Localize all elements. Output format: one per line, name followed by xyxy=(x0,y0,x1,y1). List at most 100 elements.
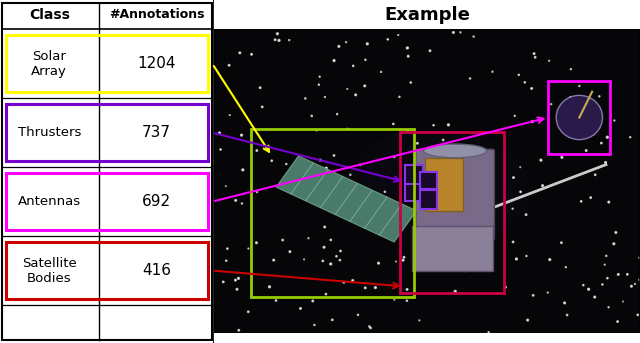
Point xyxy=(530,55,540,60)
Point xyxy=(625,134,636,140)
Point xyxy=(402,298,412,304)
Point xyxy=(393,32,403,38)
Point xyxy=(364,324,374,329)
Point xyxy=(232,286,242,292)
Point xyxy=(634,255,640,260)
Point xyxy=(399,255,409,260)
Point xyxy=(469,166,479,172)
Point xyxy=(402,287,412,292)
Point xyxy=(360,57,371,62)
Point xyxy=(285,249,295,255)
Point xyxy=(329,153,339,158)
Point xyxy=(522,253,532,259)
Point xyxy=(410,238,420,244)
Text: 1204: 1204 xyxy=(137,56,176,71)
Ellipse shape xyxy=(342,128,529,249)
Point xyxy=(376,69,387,75)
Point xyxy=(225,113,235,118)
Point xyxy=(536,157,546,163)
Point xyxy=(398,258,408,263)
Point xyxy=(438,137,448,143)
Point xyxy=(444,122,454,128)
Point xyxy=(252,240,262,246)
Point xyxy=(520,80,530,85)
Point xyxy=(326,261,336,267)
Point xyxy=(627,283,637,289)
Ellipse shape xyxy=(556,95,602,140)
FancyBboxPatch shape xyxy=(416,149,495,240)
Point xyxy=(309,322,319,328)
Point xyxy=(557,155,567,160)
Point xyxy=(460,268,470,273)
Point xyxy=(235,50,245,56)
Point xyxy=(317,258,328,264)
Point xyxy=(515,189,525,194)
Point xyxy=(321,165,332,171)
Bar xyxy=(404,165,422,184)
Point xyxy=(274,182,284,188)
Point xyxy=(565,95,575,100)
Point xyxy=(529,51,540,56)
Bar xyxy=(6,104,209,161)
Point xyxy=(296,306,306,311)
Point xyxy=(222,246,232,251)
Point xyxy=(538,183,548,188)
Point xyxy=(389,154,399,159)
Point xyxy=(257,104,268,110)
Point xyxy=(622,272,632,277)
Point xyxy=(403,45,413,51)
Point xyxy=(602,275,612,281)
Point xyxy=(355,162,365,168)
Point xyxy=(353,312,363,318)
Point xyxy=(321,291,331,297)
Point xyxy=(602,134,612,140)
Point xyxy=(509,113,520,119)
Point xyxy=(214,130,225,136)
Point xyxy=(351,92,361,98)
Point xyxy=(450,288,460,294)
Point xyxy=(272,31,282,36)
Point xyxy=(237,167,248,173)
Point xyxy=(604,305,614,310)
Text: 737: 737 xyxy=(142,125,171,140)
Point xyxy=(278,237,288,243)
Point xyxy=(543,290,553,295)
Point xyxy=(613,272,623,277)
Point xyxy=(360,285,371,291)
Point xyxy=(236,132,246,138)
Point xyxy=(388,121,399,127)
Point xyxy=(586,195,596,200)
Point xyxy=(218,279,228,285)
Point xyxy=(449,155,459,161)
Point xyxy=(389,214,399,219)
Point xyxy=(381,203,392,209)
Point xyxy=(329,58,339,63)
Point xyxy=(221,184,231,189)
Point xyxy=(348,278,358,283)
Point xyxy=(544,58,554,63)
Point xyxy=(383,37,393,42)
Point xyxy=(604,199,614,205)
Point xyxy=(522,317,532,323)
Point xyxy=(252,189,262,195)
Point xyxy=(270,37,280,43)
Point xyxy=(609,241,619,247)
Point xyxy=(348,210,358,216)
Point xyxy=(508,175,518,180)
Point xyxy=(403,54,413,59)
Text: Satellite
Bodies: Satellite Bodies xyxy=(22,257,77,285)
Point xyxy=(483,265,493,271)
Point xyxy=(433,252,444,258)
Point xyxy=(243,246,253,251)
Point xyxy=(630,281,640,287)
Ellipse shape xyxy=(376,150,495,227)
Point xyxy=(633,312,640,318)
Point xyxy=(326,237,336,243)
Point xyxy=(440,163,450,169)
Point xyxy=(545,257,555,262)
Text: Class: Class xyxy=(29,8,70,22)
Point xyxy=(269,257,279,263)
Point xyxy=(234,276,244,281)
Point xyxy=(487,69,497,74)
Point xyxy=(425,48,435,54)
